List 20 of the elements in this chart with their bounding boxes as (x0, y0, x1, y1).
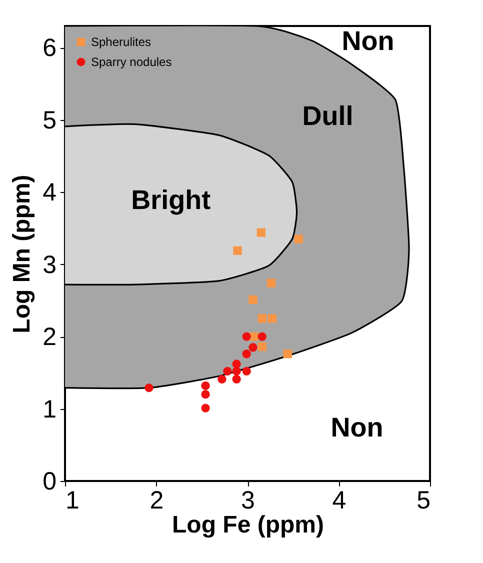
x-tick-label: 5 (416, 486, 430, 514)
y-tick-label: 6 (42, 34, 56, 62)
x-tick-label: 3 (241, 486, 255, 514)
annotation: Bright (131, 185, 211, 216)
annotation: Dull (302, 101, 354, 131)
annotation: Non (330, 412, 384, 443)
y-tick-label: 1 (42, 395, 56, 424)
annotation: Non (342, 26, 394, 56)
y-tick-label: 2 (42, 323, 56, 352)
legend-label: Spherulites (91, 35, 152, 49)
x-axis-title: Log Fe (ppm) (172, 512, 324, 538)
x-tick-label: 2 (150, 486, 164, 514)
y-tick-label: 5 (42, 106, 56, 134)
legend-label: Sparry nodules (91, 55, 172, 69)
y-tick-label: 4 (42, 178, 57, 207)
y-axis-title: Log Mn (ppm) (8, 174, 36, 334)
y-tick-label: 0 (42, 468, 56, 496)
x-tick-label: 4 (332, 486, 346, 514)
y-tick-label: 3 (42, 250, 56, 279)
x-tick-label: 1 (66, 486, 80, 514)
